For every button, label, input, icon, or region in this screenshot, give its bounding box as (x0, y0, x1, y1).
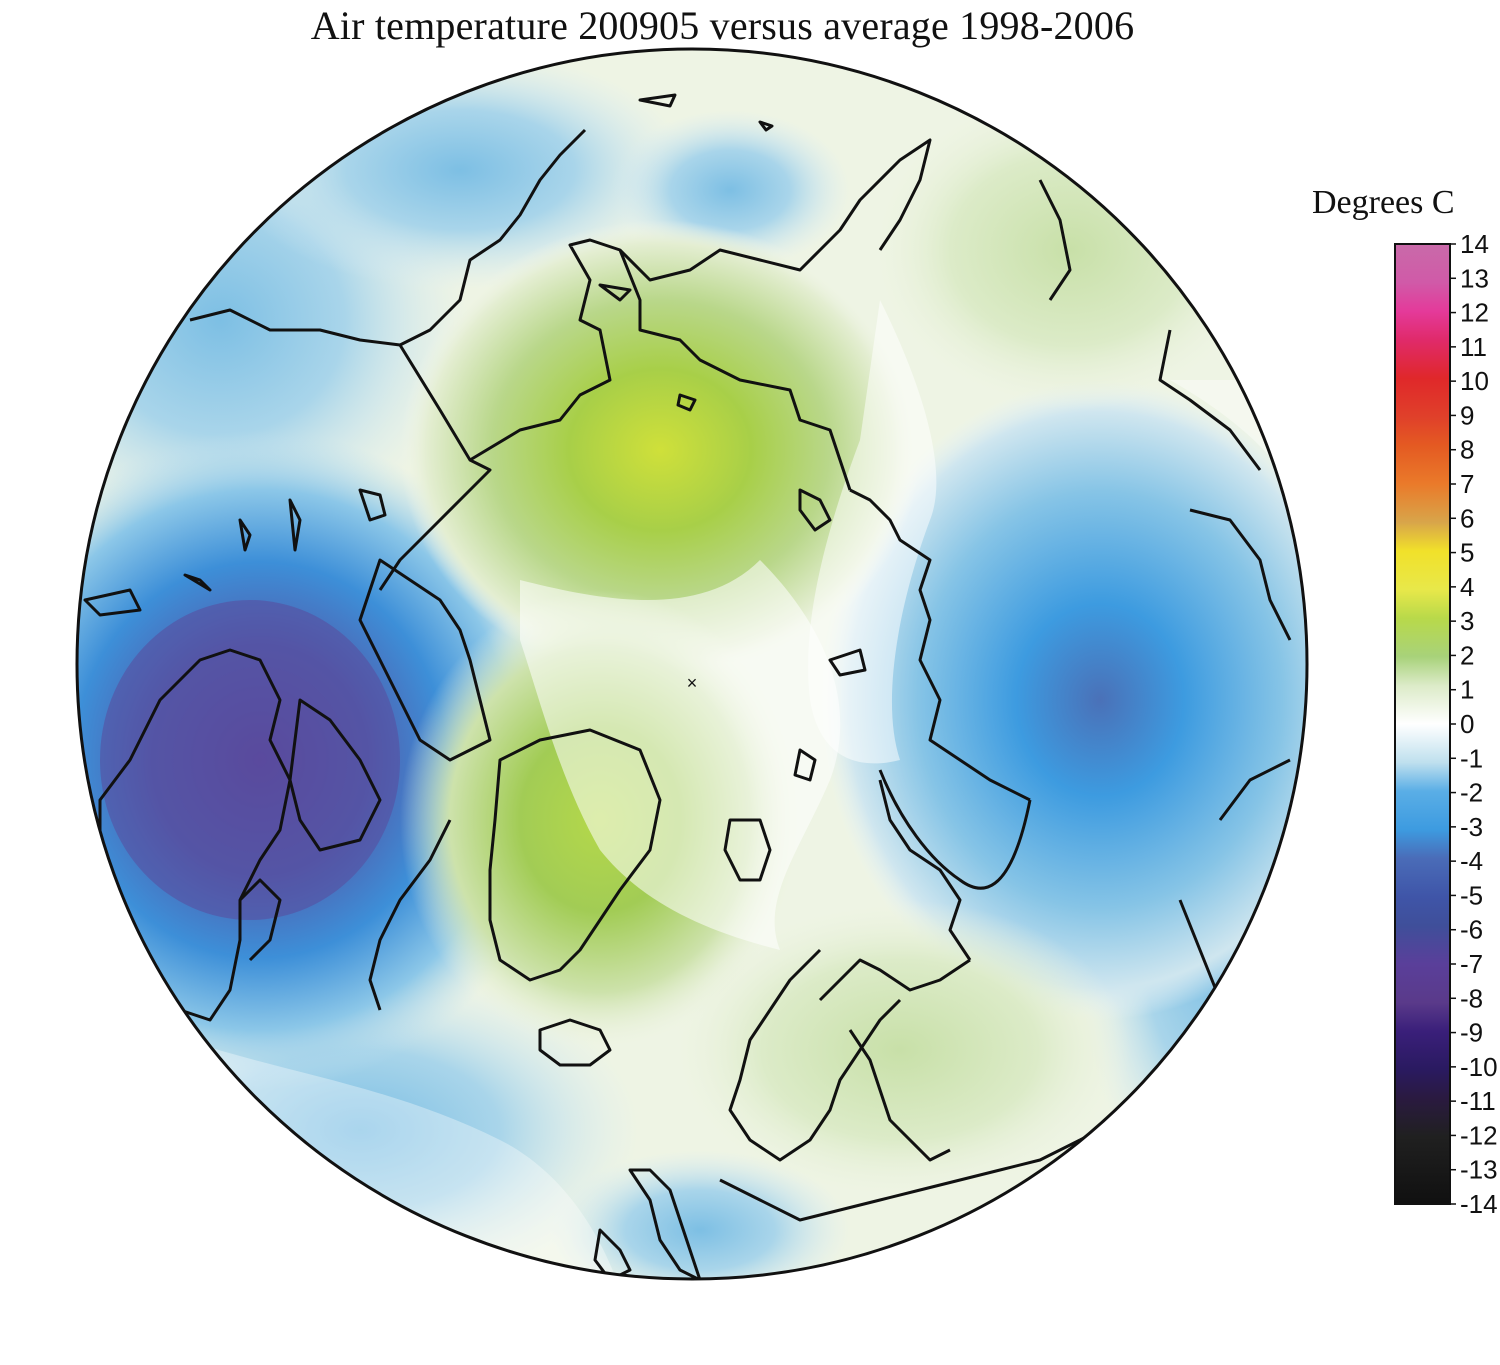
coast-iceland (538, 1018, 612, 1067)
coast-greenland-west (368, 819, 452, 1011)
legend-tick-label: 11 (1460, 332, 1487, 362)
legend-tick-label: -12 (1460, 1120, 1498, 1150)
coast-far-east (1038, 179, 1072, 301)
coast-svalbard (723, 818, 772, 882)
legend-tick-label: -7 (1460, 949, 1483, 979)
island-2 (828, 648, 867, 677)
legend-tick-label: -6 (1460, 915, 1483, 945)
island-8 (238, 518, 252, 552)
north-pole-marker: × (687, 673, 698, 693)
coast-kamchatka (618, 138, 932, 282)
legend-tick-label: 12 (1460, 298, 1489, 328)
coast-north-russia (818, 958, 971, 1002)
legend-tick-label: 5 (1460, 538, 1474, 568)
coast-baffin (288, 698, 382, 852)
island-4 (598, 283, 632, 302)
legend-tick-label: -14 (1460, 1189, 1498, 1219)
legend-ticks: 14131211109876543210-1-2-3-4-5-6-7-8-9-1… (1450, 230, 1498, 1219)
legend-tick-label: -8 (1460, 983, 1483, 1013)
legend-tick-label: 8 (1460, 435, 1474, 465)
legend-tick-label: 1 (1460, 675, 1474, 705)
legend-tick-label: -9 (1460, 1018, 1483, 1048)
legend-tick-label: -10 (1460, 1052, 1498, 1082)
island-12 (358, 488, 387, 522)
island-6 (638, 93, 677, 108)
legend-tick-label: -13 (1460, 1155, 1498, 1185)
coast-yukon (378, 344, 492, 591)
island-1 (793, 748, 817, 782)
legend-tick-label: -2 (1460, 778, 1483, 808)
legend-tick-label: 2 (1460, 640, 1474, 670)
legend-tick-label: 3 (1460, 606, 1474, 636)
color-legend: 14131211109876543210-1-2-3-4-5-6-7-8-9-1… (1394, 230, 1498, 1219)
island-10 (183, 573, 212, 592)
legend-tick-label: 7 (1460, 469, 1474, 499)
coast-britain (628, 1168, 702, 1279)
island-3 (676, 393, 697, 412)
coast-europe (719, 1138, 1081, 1222)
legend-title: Degrees C (1312, 184, 1455, 221)
legend-tick-label: 13 (1460, 263, 1489, 293)
coast-taymyr (849, 488, 1031, 802)
border-asia-1 (1189, 508, 1292, 641)
coast-archipelago (358, 558, 492, 762)
island-7 (798, 488, 832, 532)
map-boundary (75, 47, 1309, 1281)
coast-finland (848, 1029, 951, 1162)
legend-tick-label: -5 (1460, 880, 1483, 910)
legend-tick-label: 14 (1460, 230, 1489, 259)
legend-tick-label: -4 (1460, 846, 1483, 876)
legend-tick-label: -1 (1460, 743, 1483, 773)
island-5 (758, 120, 774, 132)
border-asia-3 (1218, 758, 1291, 821)
island-9 (288, 498, 302, 552)
coast-greenland (488, 728, 662, 982)
legend-tick-label: 9 (1460, 400, 1474, 430)
legend-tick-label: 0 (1460, 709, 1474, 739)
legend-tick-label: -3 (1460, 812, 1483, 842)
coast-alaska (189, 128, 587, 347)
legend-tick-label: 6 (1460, 503, 1474, 533)
legend-tick-label: -11 (1460, 1086, 1496, 1116)
coast-okhotsk (1158, 329, 1262, 471)
legend-tick-label: 4 (1460, 572, 1474, 602)
coast-novaya-zemlya (878, 769, 1032, 890)
coast-yamal (878, 779, 972, 961)
legend-colorbar (1394, 243, 1451, 1205)
island-11 (83, 588, 142, 617)
coast-labrador (238, 878, 282, 962)
coast-scandinavia (728, 948, 902, 1162)
chart-title: Air temperature 200905 versus average 19… (310, 3, 1135, 48)
legend-tick-label: 10 (1460, 366, 1489, 396)
